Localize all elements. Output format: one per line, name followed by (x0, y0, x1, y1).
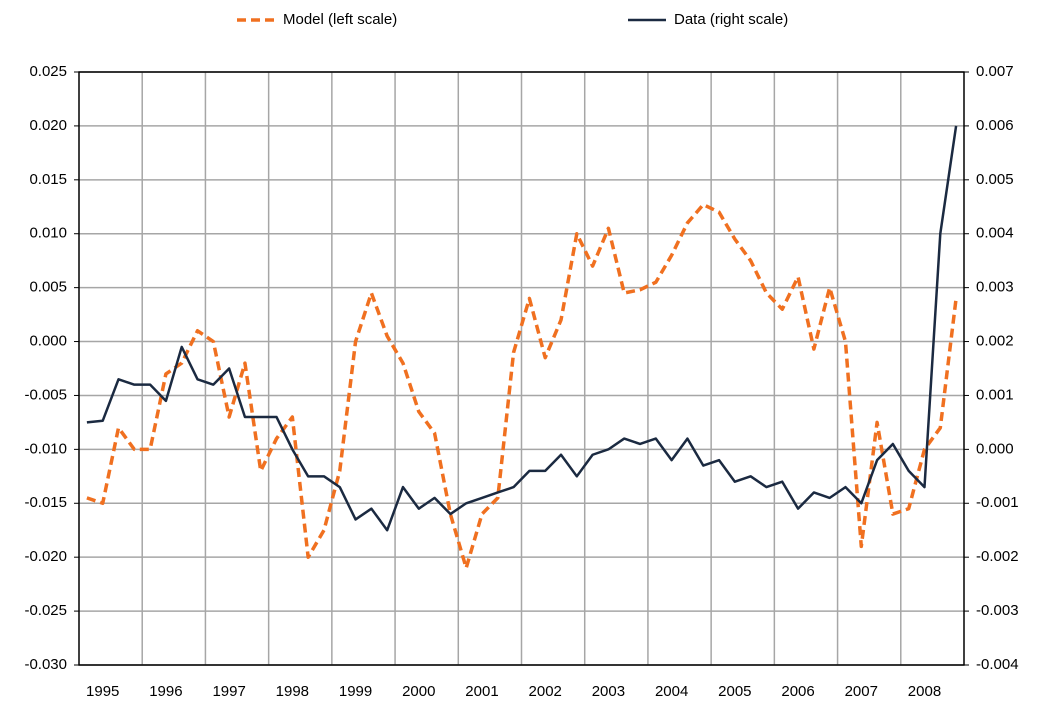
y-tick-label: 0.005 (29, 279, 67, 296)
x-tick-label: 2004 (655, 683, 688, 700)
y2-tick-label: 0.000 (976, 440, 1014, 457)
y2-tick-label: -0.002 (976, 548, 1019, 565)
y2-tick-label: 0.004 (976, 225, 1014, 242)
y-tick-label: 0.010 (29, 225, 67, 242)
x-tick-label: 1997 (212, 683, 245, 700)
y-tick-label: -0.030 (24, 656, 67, 673)
y2-tick-label: -0.003 (976, 602, 1019, 619)
x-tick-label: 2002 (529, 683, 562, 700)
y2-tick-label: -0.004 (976, 656, 1019, 673)
x-tick-label: 2005 (718, 683, 751, 700)
x-tick-label: 1999 (339, 683, 372, 700)
y2-tick-label: 0.005 (976, 171, 1014, 188)
y2-tick-label: 0.001 (976, 386, 1014, 403)
y2-tick-label: 0.006 (976, 117, 1014, 134)
x-tick-label: 1995 (86, 683, 119, 700)
y-tick-label: -0.005 (24, 386, 67, 403)
plot-frame (78, 71, 965, 666)
y2-tick-label: 0.007 (976, 63, 1014, 80)
x-tick-label: 2000 (402, 683, 435, 700)
y-tick-label: 0.020 (29, 117, 67, 134)
series-line (86, 125, 958, 532)
x-tick-label: 1996 (149, 683, 182, 700)
y-tick-label: 0.000 (29, 333, 67, 350)
y-tick-label: -0.025 (24, 602, 67, 619)
y-tick-label: -0.015 (24, 494, 67, 511)
series-line (86, 202, 958, 570)
y-tick-label: 0.015 (29, 171, 67, 188)
x-tick-label: 1998 (276, 683, 309, 700)
x-tick-label: 2001 (465, 683, 498, 700)
y2-tick-label: 0.002 (976, 333, 1014, 350)
y2-tick-label: -0.001 (976, 494, 1019, 511)
legend-label: Model (left scale) (283, 11, 397, 28)
x-tick-label: 2003 (592, 683, 625, 700)
y-tick-label: -0.010 (24, 440, 67, 457)
y-tick-label: -0.020 (24, 548, 67, 565)
y2-tick-label: 0.003 (976, 279, 1014, 296)
legend-label: Data (right scale) (674, 11, 788, 28)
x-tick-label: 2008 (908, 683, 941, 700)
y-tick-label: 0.025 (29, 63, 67, 80)
x-tick-label: 2007 (845, 683, 878, 700)
x-tick-label: 2006 (781, 683, 814, 700)
